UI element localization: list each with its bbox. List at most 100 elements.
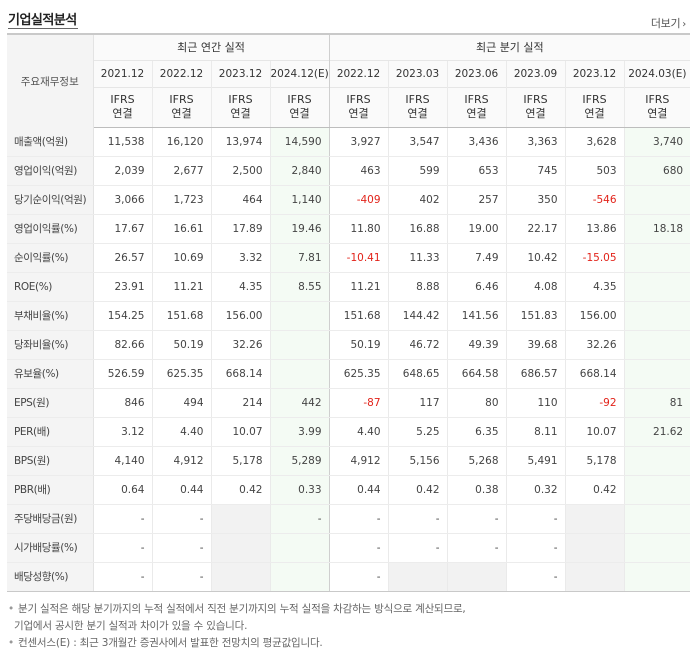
consolidated-label: 연결 [584,107,605,120]
cell-quarter-4 [564,562,625,592]
ifrs-header-annual-3: IFRS 연결 [269,86,330,128]
row-label: 유보율(%) [7,359,94,389]
cell-annual-0: 23.91 [93,272,152,302]
cell-annual-0: 3,066 [93,185,152,215]
footnote-quarterly-cont: 기업에서 공시한 분기 실적과 차이가 있을 수 있습니다. [14,620,248,632]
cell-annual-1: 494 [151,387,211,418]
table-row: BPS(원) 4,140 4,912 5,178 5,289 4,912 5,156 5,26… [7,446,691,476]
cell-quarter-3: 151.83 [505,301,566,331]
ifrs-header-quarter-2: IFRS 연결 [446,86,507,128]
ifrs-label: IFRS [287,93,312,106]
cell-quarter-4: 668.14 [564,359,625,389]
section-title: 기업실적분석 [8,13,77,28]
ifrs-label: IFRS [582,93,607,106]
cell-annual-1: 2,677 [151,156,211,186]
cell-annual-1: - [151,533,211,563]
cell-annual-3 [269,533,330,563]
cell-quarter-3: 22.17 [505,213,566,244]
cell-quarter-2: 7.49 [446,243,507,273]
cell-quarter-5 [623,475,691,505]
table-row: ROE(%) 23.91 11.21 4.35 8.55 11.21 8.88 6.46 4.0… [7,272,691,302]
cell-quarter-1: - [387,533,448,563]
ifrs-header-annual-2: IFRS 연결 [210,86,270,128]
ifrs-label: IFRS [228,93,253,106]
consolidated-label: 연결 [348,107,369,120]
period-header-quarter-0: 2022.12 [328,59,389,87]
cell-quarter-3: 745 [505,156,566,186]
cell-quarter-2: 3,436 [446,127,507,157]
cell-quarter-3: 5,491 [505,446,566,476]
cell-quarter-4: 10.07 [564,417,625,447]
table-row: 배당성향(%) - - - - [7,562,691,592]
cell-quarter-3: 0.32 [505,475,566,505]
table-row: 당좌비율(%) 82.66 50.19 32.26 50.19 46.72 49.39 39.… [7,330,691,360]
cell-annual-2: 214 [210,387,270,418]
consolidated-label: 연결 [647,107,668,120]
cell-quarter-2: - [446,503,507,534]
table-row: 순이익률(%) 26.57 10.69 3.32 7.81 -10.41 11.33 7.49… [7,243,691,273]
cell-annual-2 [210,503,270,534]
cell-annual-1: 50.19 [151,330,211,360]
label-column-header: 주요재무정보 [7,33,94,127]
cell-quarter-0: -10.41 [328,243,389,273]
cell-annual-1: 10.69 [151,243,211,273]
ifrs-header-quarter-0: IFRS 연결 [328,86,389,128]
cell-quarter-1: 3,547 [387,127,448,157]
cell-quarter-3: 4.08 [505,272,566,302]
cell-quarter-3: 10.42 [505,243,566,273]
consolidated-label: 연결 [466,107,487,120]
cell-annual-3 [269,301,330,331]
bullet-icon: • [8,603,14,615]
table-row: PBR(배) 0.64 0.44 0.42 0.33 0.44 0.42 0.38 0.32 0.… [7,475,691,505]
ifrs-label: IFRS [523,93,548,106]
cell-annual-2 [210,533,270,563]
cell-annual-1: - [151,562,211,592]
cell-annual-2: 0.42 [210,475,270,505]
cell-quarter-0: 50.19 [328,330,389,360]
cell-annual-2: 2,500 [210,156,270,186]
cell-quarter-0: 4,912 [328,446,389,476]
period-header-quarter-1: 2023.03 [387,59,448,87]
row-label: 당좌비율(%) [7,330,94,360]
period-header-quarter-3: 2023.09 [505,59,566,87]
row-label: EPS(원) [7,387,94,418]
cell-annual-2: 10.07 [210,417,270,447]
cell-annual-2: 5,178 [210,446,270,476]
cell-quarter-1: 5,156 [387,446,448,476]
cell-annual-0: - [93,503,152,534]
cell-annual-0: 26.57 [93,243,152,273]
chevron-right-icon[interactable]: › [682,19,686,30]
cell-annual-3: 0.33 [269,475,330,505]
more-link[interactable]: 더보기 › [651,15,686,31]
financial-summary-table: 주요재무정보 최근 연간 실적 최근 분기 실적 2021.12 2022.12 2… [7,33,691,592]
cell-annual-0: 82.66 [93,330,152,360]
ifrs-header-quarter-3: IFRS 연결 [505,86,566,128]
cell-quarter-0: -409 [328,185,389,215]
cell-quarter-5: 3,740 [623,127,691,157]
cell-quarter-1: 46.72 [387,330,448,360]
cell-quarter-2: - [446,533,507,563]
ifrs-header-annual-0: IFRS 연결 [93,86,152,128]
cell-quarter-1: 117 [387,387,448,418]
cell-quarter-4: 13.86 [564,213,625,244]
consolidated-label: 연결 [171,107,192,120]
cell-annual-2 [210,562,270,592]
period-header-annual-3: 2024.12(E) [269,59,330,87]
cell-quarter-5 [623,503,691,534]
cell-quarter-2: 664.58 [446,359,507,389]
cell-annual-1: 16,120 [151,127,211,157]
cell-quarter-1: 144.42 [387,301,448,331]
more-label[interactable]: 더보기 [650,17,681,30]
row-label: 시가배당률(%) [7,533,94,563]
cell-quarter-1: 599 [387,156,448,186]
cell-quarter-2: 19.00 [446,213,507,244]
table-row: 주당배당금(원) - - - - - - - [7,503,691,534]
cell-annual-1: 4.40 [151,417,211,447]
footnote-quarterly: • 분기 실적은 해당 분기까지의 누적 실적에서 직전 분기까지의 누적 실적을… [8,603,466,615]
row-label: PBR(배) [7,475,94,505]
table-row: 시가배당률(%) - - - - - - [7,533,691,563]
cell-quarter-2: 6.35 [446,417,507,447]
cell-annual-0: 526.59 [93,359,152,389]
cell-annual-1: 11.21 [151,272,211,302]
cell-annual-3: 19.46 [269,213,330,244]
